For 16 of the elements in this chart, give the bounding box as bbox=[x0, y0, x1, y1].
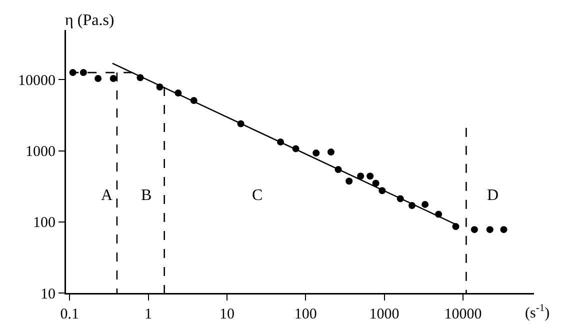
y-tick-label: 1000 bbox=[26, 144, 56, 160]
y-tick-label: 10 bbox=[40, 286, 56, 302]
y-tick-label: 100 bbox=[33, 215, 56, 232]
x-tick-label: 100 bbox=[294, 306, 317, 322]
annotation: D bbox=[487, 187, 499, 204]
x-tick-label: 10000 bbox=[444, 306, 482, 322]
annotation: A bbox=[101, 187, 113, 204]
x-tick-label: 10 bbox=[219, 306, 234, 322]
x-axis-title: (s$^{-1}$) bbox=[525, 303, 550, 322]
annotation: C bbox=[252, 187, 263, 204]
y-tick-label: 10000 bbox=[18, 72, 56, 89]
x-tick-label: 0.1 bbox=[60, 306, 79, 322]
x-tick-label: 1 bbox=[144, 306, 152, 322]
x-tick-label: 1000 bbox=[369, 306, 400, 322]
y-axis-title: η (Pa.s) bbox=[65, 12, 114, 29]
annotation: B bbox=[141, 187, 152, 204]
